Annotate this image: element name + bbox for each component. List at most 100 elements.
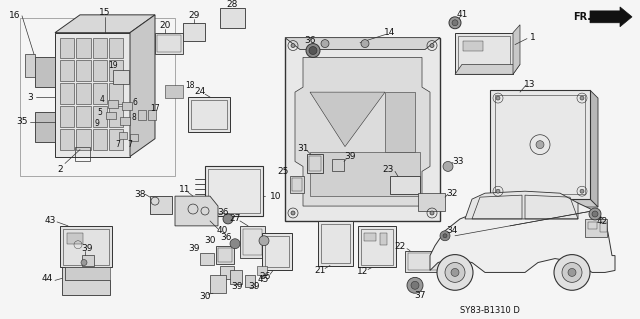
Polygon shape <box>385 92 415 152</box>
Text: 44: 44 <box>42 274 52 283</box>
Bar <box>390 176 420 194</box>
Bar <box>463 41 483 50</box>
Bar <box>60 83 74 104</box>
Bar <box>220 265 234 279</box>
Text: 38: 38 <box>134 190 146 199</box>
Text: 40: 40 <box>216 226 228 235</box>
Bar <box>364 233 376 241</box>
Bar <box>188 97 230 132</box>
Circle shape <box>407 278 423 293</box>
Circle shape <box>430 44 434 48</box>
Bar <box>120 117 130 125</box>
Circle shape <box>309 47 317 55</box>
Bar <box>458 36 510 71</box>
Bar <box>600 222 607 232</box>
Text: 41: 41 <box>456 10 468 19</box>
Circle shape <box>451 269 459 276</box>
Text: 15: 15 <box>99 8 111 17</box>
Bar <box>60 129 74 150</box>
Text: 11: 11 <box>179 185 191 194</box>
Polygon shape <box>590 7 632 27</box>
Text: 30: 30 <box>199 292 211 301</box>
Polygon shape <box>65 268 110 280</box>
Text: 8: 8 <box>132 113 136 122</box>
Polygon shape <box>130 15 155 157</box>
Text: 24: 24 <box>195 87 205 96</box>
Bar <box>60 226 112 268</box>
Polygon shape <box>35 112 55 142</box>
Bar <box>93 38 107 58</box>
Text: 32: 32 <box>446 189 458 198</box>
Text: 43: 43 <box>44 216 56 226</box>
Text: 12: 12 <box>357 267 369 276</box>
Bar <box>155 33 183 55</box>
Bar <box>108 100 118 108</box>
Bar <box>210 275 226 293</box>
Bar <box>76 60 90 81</box>
Polygon shape <box>55 33 130 157</box>
Text: 35: 35 <box>16 117 28 126</box>
Text: 36: 36 <box>217 209 228 218</box>
Text: 42: 42 <box>596 218 607 226</box>
Bar <box>262 233 292 271</box>
Circle shape <box>306 44 320 57</box>
Bar <box>292 178 302 191</box>
Bar <box>63 229 109 264</box>
Polygon shape <box>430 201 615 272</box>
Circle shape <box>562 263 582 282</box>
Polygon shape <box>310 92 385 147</box>
Text: 36: 36 <box>304 36 316 45</box>
Text: 25: 25 <box>277 167 289 176</box>
Polygon shape <box>418 193 445 211</box>
Text: 7: 7 <box>127 140 132 149</box>
Text: 18: 18 <box>185 81 195 90</box>
Bar <box>208 169 260 213</box>
Bar <box>165 85 183 98</box>
Bar <box>361 229 393 264</box>
Text: 5: 5 <box>97 108 102 117</box>
Circle shape <box>443 161 453 171</box>
Text: 22: 22 <box>394 242 406 251</box>
Text: 30: 30 <box>204 236 216 245</box>
Bar <box>106 112 116 119</box>
Circle shape <box>430 211 434 215</box>
Bar <box>230 271 242 284</box>
Text: SY83-B1310 D: SY83-B1310 D <box>460 306 520 315</box>
Bar <box>257 265 267 275</box>
Circle shape <box>291 211 295 215</box>
Bar <box>138 110 146 120</box>
Bar <box>310 152 420 196</box>
Text: 23: 23 <box>382 165 394 174</box>
Bar <box>109 106 123 127</box>
Circle shape <box>452 20 458 26</box>
Circle shape <box>496 96 500 100</box>
Circle shape <box>554 255 590 290</box>
Text: 14: 14 <box>384 28 396 37</box>
Bar <box>307 153 323 173</box>
Bar <box>220 8 245 28</box>
Bar <box>358 226 396 268</box>
Bar <box>60 106 74 127</box>
Circle shape <box>580 96 584 100</box>
Circle shape <box>536 141 544 149</box>
Bar <box>205 167 263 216</box>
Text: 39: 39 <box>231 282 243 291</box>
Bar <box>67 233 83 244</box>
Polygon shape <box>175 196 218 226</box>
Text: 27: 27 <box>229 214 241 223</box>
Text: 20: 20 <box>159 21 171 30</box>
Bar <box>150 196 172 214</box>
Bar <box>309 156 321 171</box>
Bar <box>265 236 289 268</box>
Bar <box>490 90 590 199</box>
Polygon shape <box>455 64 520 74</box>
Text: 39: 39 <box>188 244 200 253</box>
Text: 9: 9 <box>95 119 99 128</box>
Text: 34: 34 <box>446 226 458 235</box>
Bar <box>109 129 123 150</box>
Bar <box>243 229 262 255</box>
Bar <box>588 222 597 229</box>
Bar <box>245 275 255 287</box>
Bar <box>200 253 214 264</box>
Bar <box>183 23 205 41</box>
